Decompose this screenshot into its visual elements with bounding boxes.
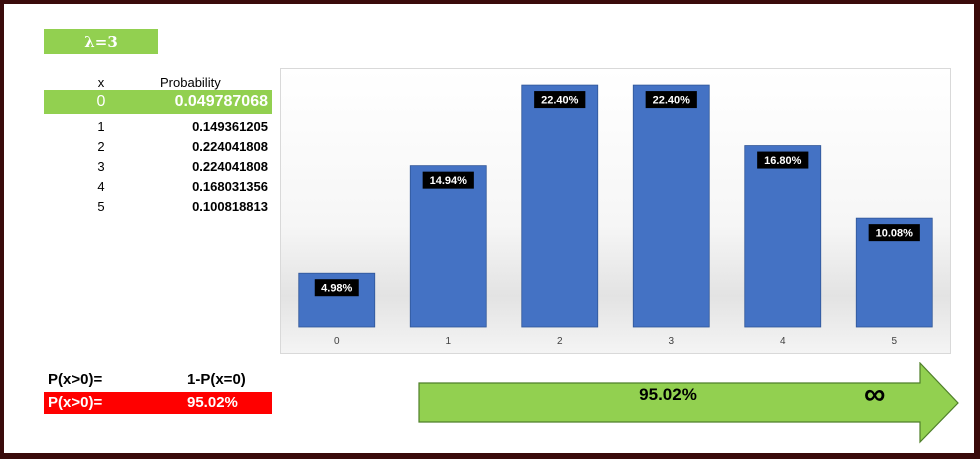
x-tick-label: 0 — [334, 336, 340, 347]
result-row — [44, 392, 272, 414]
data-label: 4.98% — [321, 283, 352, 295]
formula-label: P(x>0)= — [48, 371, 103, 388]
arrow-value: 95.02% — [639, 385, 697, 404]
table-cell-probability[interactable]: 0.224041808 — [192, 139, 268, 154]
worksheet: λ=3 x Probability 0 0.049787068 1 0.1493… — [4, 4, 974, 453]
data-label: 14.94% — [430, 175, 468, 187]
highlighted-row — [44, 90, 272, 114]
x-tick-label: 5 — [891, 336, 897, 347]
table-cell-probability[interactable]: 0.224041808 — [192, 159, 268, 174]
x-tick-label: 1 — [445, 336, 451, 347]
data-label-box — [422, 171, 474, 189]
x-tick-label: 3 — [668, 336, 674, 347]
table-cell-x[interactable]: 2 — [97, 139, 105, 154]
table-cell-probability[interactable]: 0.149361205 — [192, 119, 268, 134]
bar-3[interactable] — [632, 84, 710, 328]
data-label: 16.80% — [764, 155, 802, 167]
chart-canvas: 4.98% 0 14.94% 1 22.40% 2 22.40% 3 16.80% 4 10.08%… — [298, 84, 933, 347]
table-cell-x[interactable]: 5 — [97, 199, 105, 214]
table-cell-x[interactable]: 0 — [96, 93, 106, 110]
lambda-label: λ=3 — [44, 29, 158, 54]
table-cell-x[interactable]: 1 — [97, 119, 105, 134]
data-label-box — [868, 224, 920, 242]
result-label: P(x>0)= — [48, 394, 103, 411]
result-value: 95.02% — [187, 394, 238, 411]
data-label-box — [534, 91, 586, 109]
data-label: 22.40% — [653, 95, 691, 107]
table-cell-probability[interactable]: 0.168031356 — [192, 179, 268, 194]
header-probability: Probability — [160, 75, 221, 90]
table-cell-probability[interactable]: 0.049787068 — [174, 93, 268, 110]
x-tick-label: 4 — [780, 336, 786, 347]
arrow-shape — [418, 362, 959, 444]
bar-1[interactable] — [409, 165, 487, 328]
x-tick-label: 2 — [557, 336, 563, 347]
header-x: x — [97, 75, 105, 90]
data-label: 10.08% — [876, 228, 914, 240]
data-label-box — [645, 91, 697, 109]
formula-expression: 1-P(x=0) — [187, 371, 246, 388]
bar-4[interactable] — [744, 145, 822, 328]
infinity-symbol: ∞ — [864, 378, 886, 411]
table-cell-x[interactable]: 3 — [97, 159, 105, 174]
data-label-box — [314, 279, 359, 297]
data-label: 22.40% — [541, 95, 579, 107]
table-cell-x[interactable]: 4 — [97, 179, 105, 194]
bar-2[interactable] — [521, 84, 599, 328]
probability-bar-chart[interactable]: 4.98% 0 14.94% 1 22.40% 2 22.40% 3 16.80% 4 10.08%… — [280, 68, 951, 354]
data-label-box — [757, 151, 809, 169]
table-cell-probability[interactable]: 0.100818813 — [192, 199, 268, 214]
